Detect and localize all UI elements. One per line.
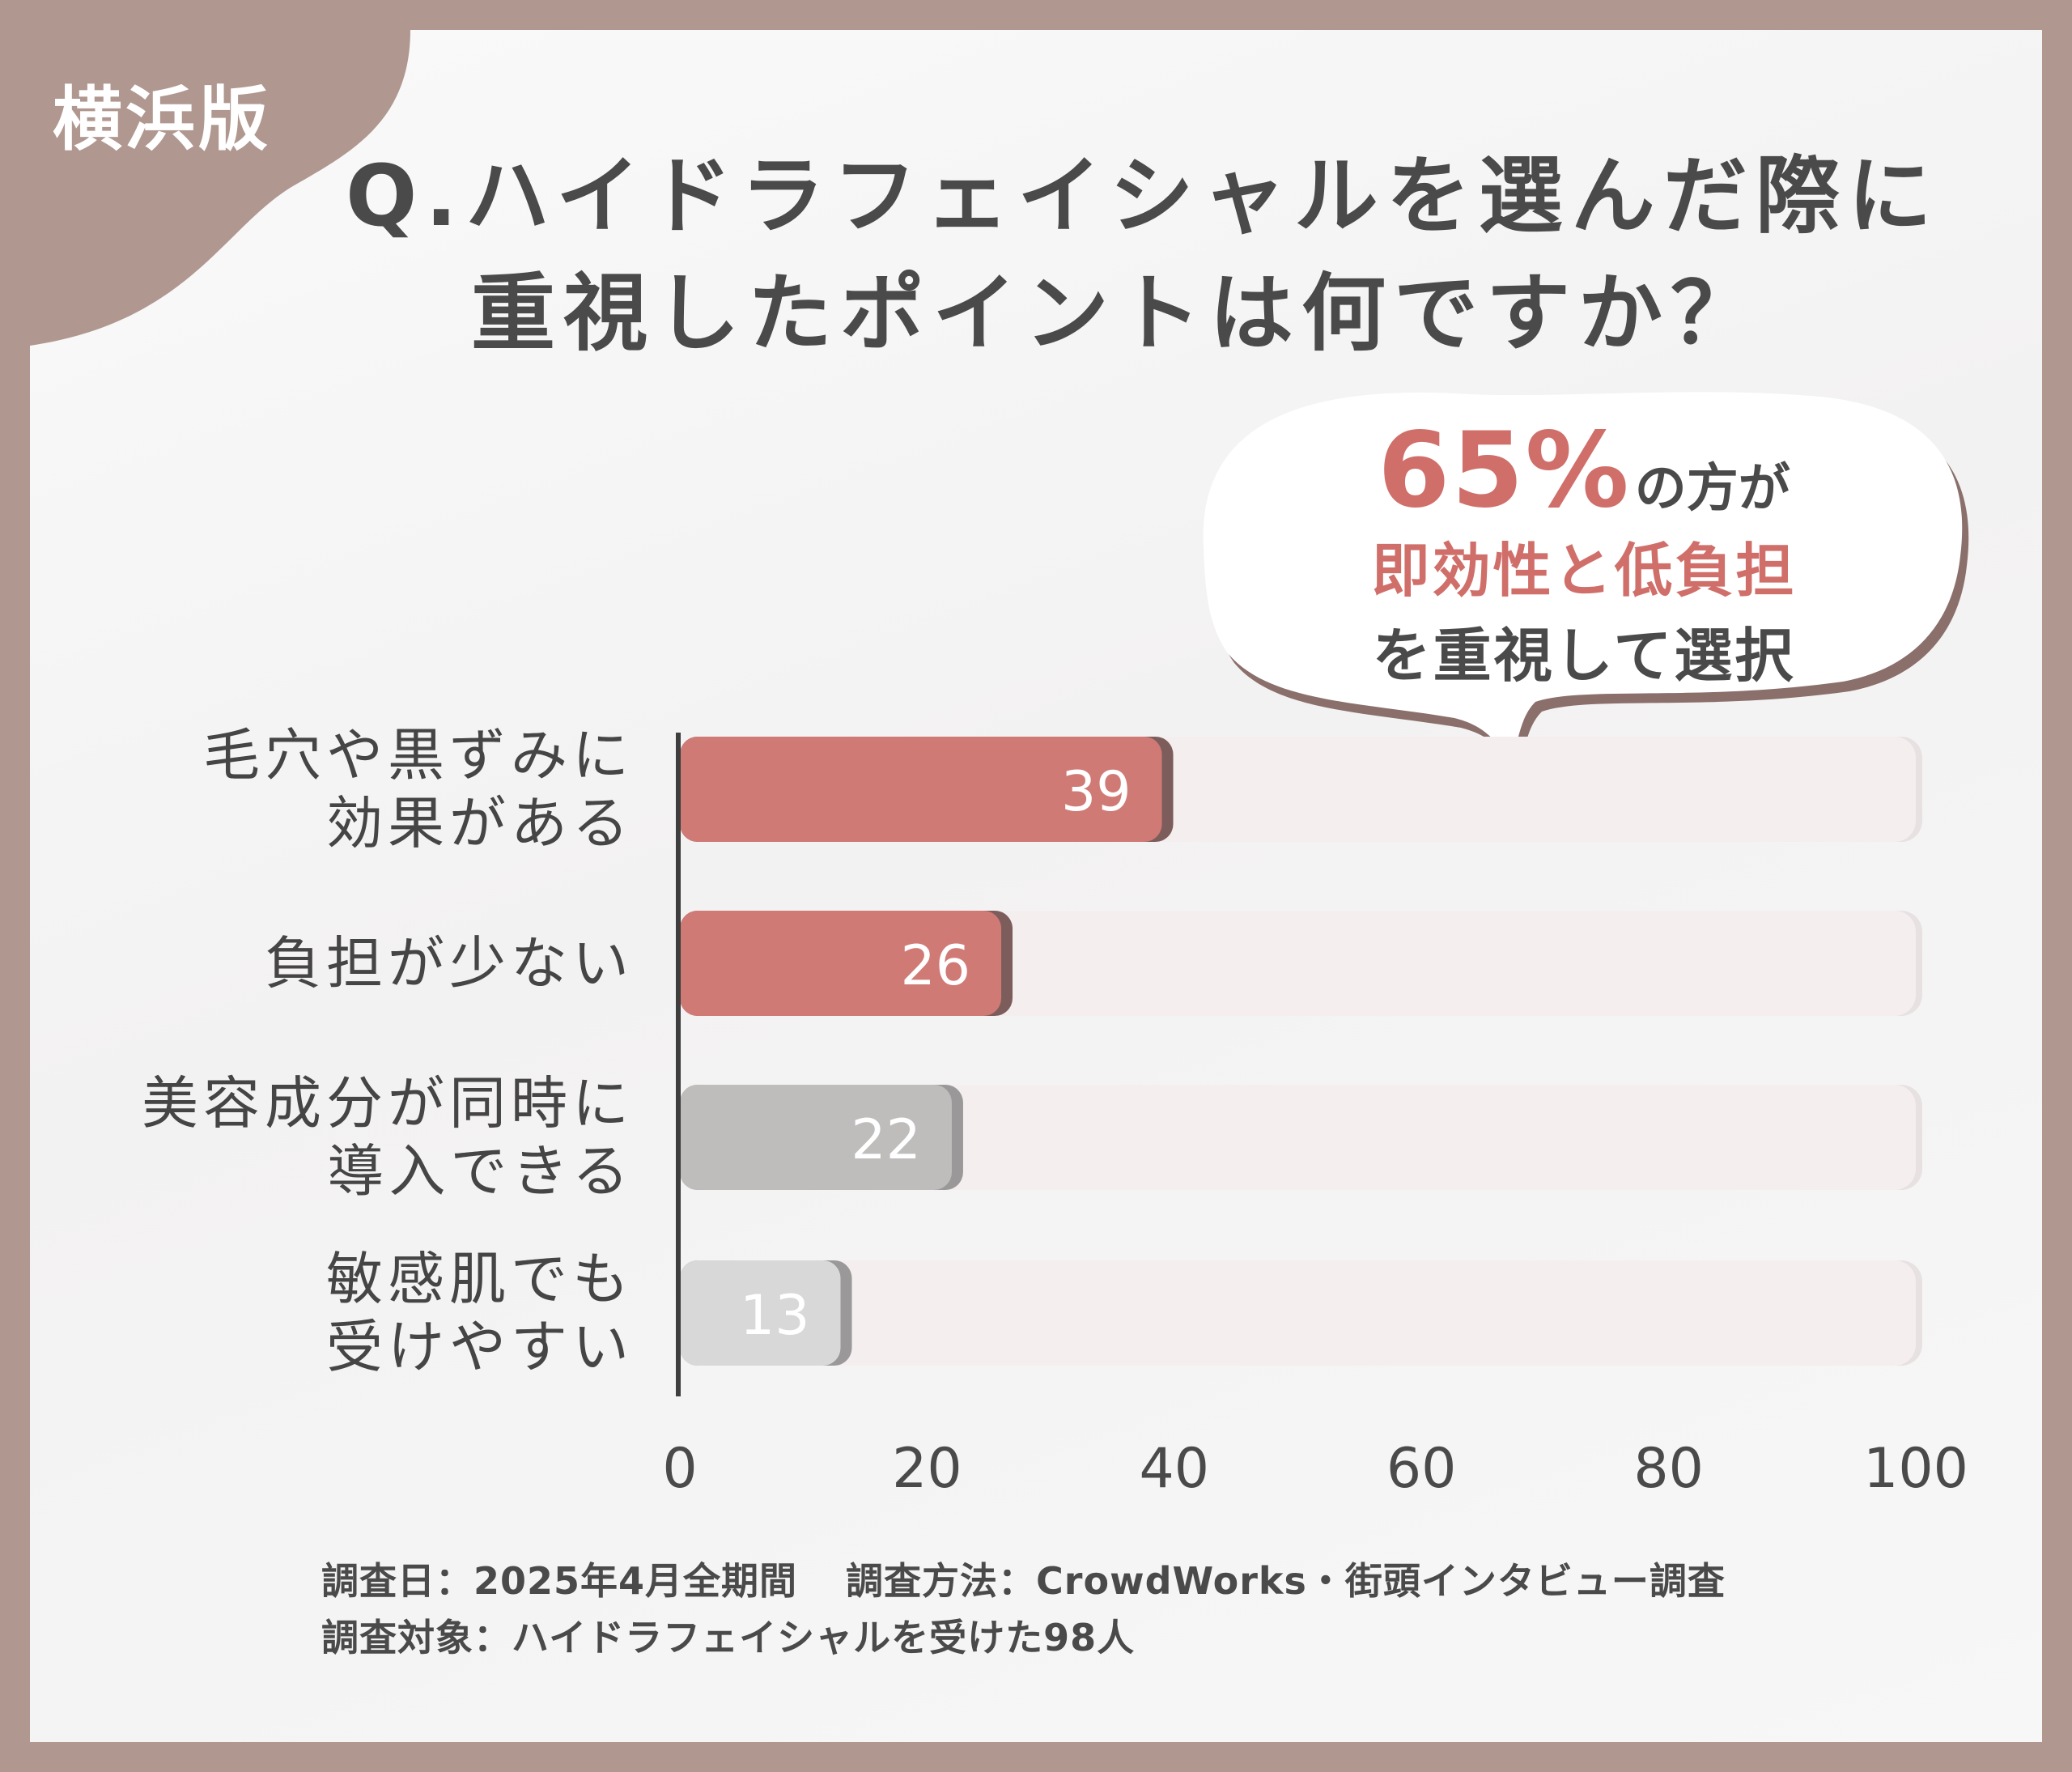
corner-badge-shape: [30, 30, 410, 346]
x-tick-label: 0: [662, 1437, 698, 1501]
bar-track: [680, 1085, 1916, 1190]
callout-percent: 65%: [1378, 410, 1631, 531]
bar: [680, 1085, 952, 1190]
bar-value-label: 13: [740, 1284, 810, 1348]
category-label: 負担が少ない: [265, 929, 634, 997]
bar: [680, 911, 1002, 1016]
speech-bubble: [1203, 392, 1969, 822]
footer-line1: 調査日：2025年4月全期間 調査方法：CrowdWorks・街頭インタビュー調査: [321, 1552, 1726, 1605]
bar-value-label: 26: [900, 934, 970, 998]
category-label-line: 導入できる: [327, 1138, 634, 1205]
bar-track: [680, 1260, 1916, 1366]
x-tick-label: 100: [1863, 1437, 1968, 1501]
category-label-line: 毛穴や黒ずみに: [203, 722, 634, 788]
bar-chart: 39 26 22 13: [676, 733, 1922, 1396]
category-label: 敏感肌でも 受けやすい: [326, 1245, 634, 1381]
category-label-line: 受けやすい: [326, 1314, 634, 1380]
y-axis-line: [676, 733, 681, 1396]
category-label-line: 効果がある: [326, 790, 634, 856]
callout-rest: を重視して選択: [1372, 622, 1796, 690]
category-label: 毛穴や黒ずみに 効果がある: [203, 721, 634, 857]
survey-date: 調査日：2025年4月全期間: [321, 1559, 798, 1603]
callout-highlight: 即効性と低負担: [1371, 537, 1797, 605]
question-title-line2: 重視したポイントは何ですか？: [471, 264, 1764, 363]
survey-target: 調査対象：ハイドラフェイシャルを受けた98人: [321, 1616, 1136, 1659]
category-label-line: 敏感肌でも: [326, 1246, 634, 1312]
x-tick-label: 40: [1139, 1437, 1210, 1501]
survey-method: 調査方法：CrowdWorks・街頭インタビュー調査: [846, 1559, 1726, 1603]
category-label-line: 負担が少ない: [265, 930, 634, 996]
callout-text: 65% の方が 即効性と低負担 を重視して選択: [1179, 410, 1989, 693]
bar-value-label: 39: [1061, 760, 1132, 824]
region-badge: 横浜版: [53, 79, 271, 160]
category-label-line: 美容成分が同時に: [142, 1070, 634, 1137]
x-tick-label: 60: [1386, 1437, 1457, 1501]
category-label: 美容成分が同時に 導入できる: [142, 1069, 634, 1205]
bar: [680, 737, 1162, 842]
x-tick-label: 20: [892, 1437, 962, 1501]
callout-suffix: の方が: [1634, 459, 1790, 519]
bar: [680, 1260, 841, 1366]
bar-value-label: 22: [851, 1108, 921, 1172]
x-tick-label: 80: [1633, 1437, 1704, 1501]
infographic-card: 横浜版 Q.ハイドラフェイシャルを選んだ際に 重視したポイントは何ですか？ 65…: [30, 30, 2042, 1742]
question-title-line1: Q.ハイドラフェイシャルを選んだ際に: [346, 147, 1940, 245]
